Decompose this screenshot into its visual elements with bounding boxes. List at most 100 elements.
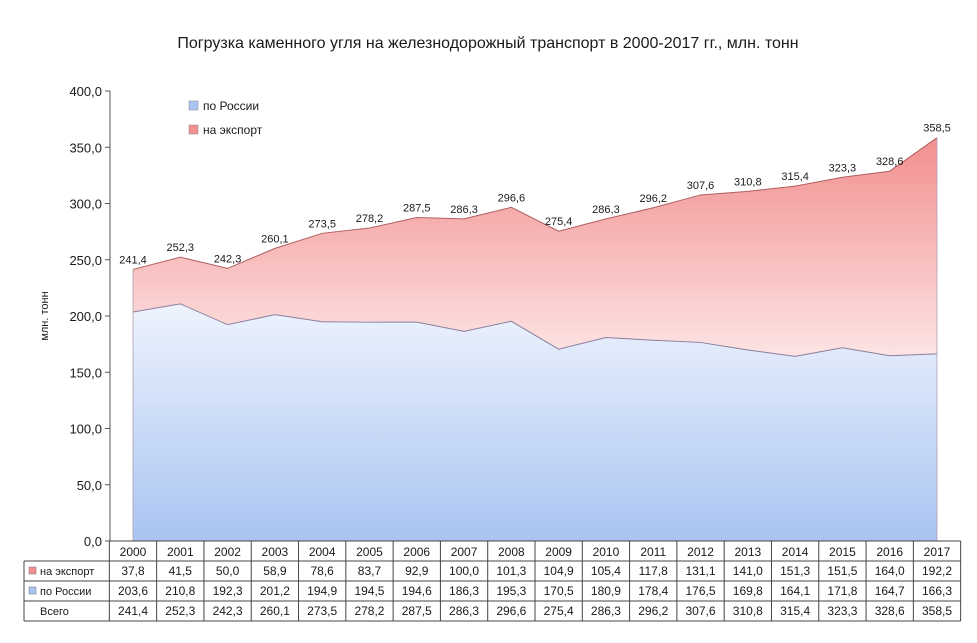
table-value-cell: 241,4 (118, 604, 148, 618)
table-year-cell: 2005 (356, 545, 383, 559)
total-data-label: 275,4 (545, 216, 573, 228)
table-value-cell: 296,6 (496, 604, 526, 618)
table-value-cell: 166,3 (922, 584, 952, 598)
table-value-cell: 194,6 (402, 584, 432, 598)
total-data-label: 241,4 (119, 254, 147, 266)
table-value-cell: 151,5 (827, 564, 857, 578)
table-value-cell: 176,5 (686, 584, 716, 598)
table-year-cell: 2000 (120, 545, 147, 559)
table-value-cell: 252,3 (165, 604, 195, 618)
legend-swatch (188, 100, 199, 111)
table-row-header: Всего (40, 606, 69, 618)
y-tick-label: 100,0 (69, 422, 102, 437)
total-data-label: 260,1 (261, 233, 289, 245)
table-year-cell: 2015 (829, 545, 856, 559)
total-data-label: 278,2 (356, 213, 384, 225)
table-value-cell: 180,9 (591, 584, 621, 598)
y-tick-label: 200,0 (69, 309, 102, 324)
table-year-cell: 2003 (262, 545, 289, 559)
table-value-cell: 164,1 (780, 584, 810, 598)
table-value-cell: 164,0 (875, 564, 905, 578)
table-value-cell: 105,4 (591, 564, 621, 578)
table-value-cell: 50,0 (216, 564, 240, 578)
table-value-cell: 131,1 (686, 564, 716, 578)
line-series-russia (132, 303, 938, 357)
total-data-label: 296,6 (498, 192, 526, 204)
table-value-cell: 100,0 (449, 564, 479, 578)
y-tick-label: 50,0 (77, 478, 102, 493)
total-data-label: 286,3 (592, 204, 620, 216)
legend-label: на экспорт (203, 123, 263, 137)
total-data-label: 286,3 (450, 204, 478, 216)
table-value-cell: 287,5 (402, 604, 432, 618)
table-value-cell: 194,9 (307, 584, 337, 598)
table-year-cell: 2010 (593, 545, 620, 559)
table-value-cell: 210,8 (165, 584, 195, 598)
total-data-label: 296,2 (639, 193, 667, 205)
table-value-cell: 307,6 (686, 604, 716, 618)
table-value-cell: 286,3 (591, 604, 621, 618)
table-value-cell: 41,5 (169, 564, 193, 578)
table-value-cell: 192,3 (213, 584, 243, 598)
table-value-cell: 117,8 (639, 564, 668, 578)
total-data-label: 323,3 (829, 162, 857, 174)
table-value-cell: 194,5 (354, 584, 384, 598)
table-value-cell: 273,5 (307, 604, 337, 618)
table-value-cell: 178,4 (638, 584, 668, 598)
table-value-cell: 169,8 (733, 584, 763, 598)
table-value-cell: 296,2 (638, 604, 668, 618)
total-data-label: 252,3 (167, 242, 195, 254)
table-year-cell: 2017 (924, 545, 951, 559)
y-tick-label: 0,0 (84, 534, 102, 549)
table-value-cell: 278,2 (354, 604, 384, 618)
table-year-cell: 2014 (782, 545, 809, 559)
table-value-cell: 78,6 (310, 564, 334, 578)
table-value-cell: 171,8 (827, 584, 857, 598)
table-row-swatch (28, 586, 37, 595)
total-data-label: 307,6 (687, 180, 715, 192)
table-value-cell: 260,1 (260, 604, 290, 618)
table-year-cell: 2001 (167, 545, 194, 559)
table-value-cell: 104,9 (544, 564, 574, 578)
total-data-label: 328,6 (876, 156, 904, 168)
table-year-cell: 2008 (498, 545, 525, 559)
total-data-label: 315,4 (781, 171, 809, 183)
y-axis-label: млн. тонн (39, 291, 51, 340)
table-value-cell: 164,7 (875, 584, 905, 598)
y-tick-label: 300,0 (69, 197, 102, 212)
table-value-cell: 275,4 (544, 604, 574, 618)
table-row-header: на экспорт (40, 566, 94, 578)
area-series-russia (133, 303, 937, 541)
table-value-cell: 58,9 (263, 564, 287, 578)
table-value-cell: 201,2 (260, 584, 290, 598)
legend-swatch (188, 124, 199, 135)
total-data-label: 242,3 (214, 253, 242, 265)
table-row-header: по России (40, 586, 91, 598)
table-value-cell: 315,4 (780, 604, 810, 618)
y-tick-label: 150,0 (69, 365, 102, 380)
table-row-swatch (28, 566, 37, 575)
table-year-cell: 2006 (403, 545, 430, 559)
y-tick-label: 350,0 (69, 140, 102, 155)
y-tick-label: 400,0 (69, 84, 102, 99)
table-value-cell: 310,8 (733, 604, 763, 618)
total-data-label: 310,8 (734, 176, 762, 188)
y-tick-label: 250,0 (69, 253, 102, 268)
table-value-cell: 186,3 (449, 584, 479, 598)
table-value-cell: 195,3 (496, 584, 526, 598)
table-year-cell: 2011 (640, 545, 666, 559)
table-year-cell: 2012 (687, 545, 714, 559)
line-series-export (132, 137, 938, 270)
table-year-cell: 2009 (545, 545, 572, 559)
table-value-cell: 151,3 (780, 564, 810, 578)
table-value-cell: 101,3 (496, 564, 526, 578)
table-year-cell: 2004 (309, 545, 336, 559)
table-year-cell: 2016 (876, 545, 903, 559)
table-value-cell: 83,7 (358, 564, 382, 578)
table-value-cell: 141,0 (733, 564, 763, 578)
table-year-cell: 2013 (734, 545, 761, 559)
table-year-cell: 2002 (214, 545, 241, 559)
table-year-cell: 2007 (451, 545, 478, 559)
